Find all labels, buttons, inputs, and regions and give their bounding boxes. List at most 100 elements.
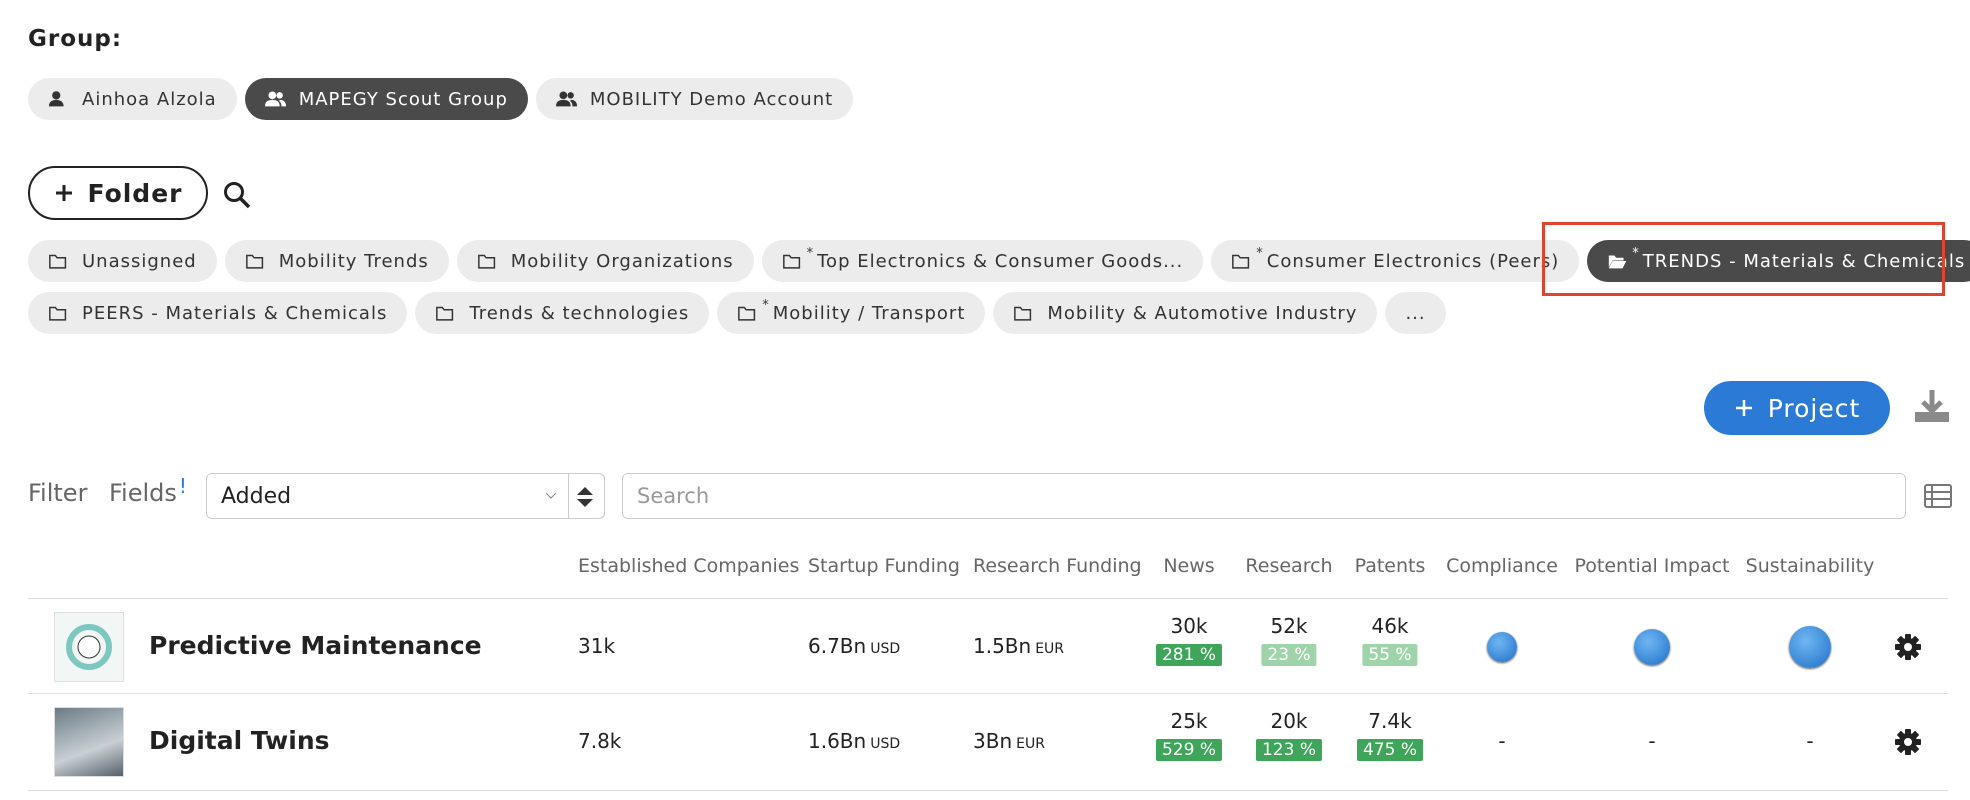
folder-label: Mobility Trends — [278, 250, 429, 272]
chevron — [545, 492, 557, 499]
column-header: Potential Impact — [1574, 555, 1730, 577]
folder-label: ... — [1405, 302, 1426, 324]
folder-pill[interactable]: Mobility Trends — [224, 240, 449, 282]
funding-value: 1.6Bn — [808, 729, 867, 753]
group-heading: Group: — [28, 26, 123, 52]
search-placeholder: Search — [637, 484, 710, 508]
star-marker: * — [1632, 245, 1640, 261]
folder-icon — [436, 306, 454, 321]
funding-value: 1.5Bn — [973, 634, 1032, 658]
funding-unit: EUR — [1035, 641, 1065, 657]
funding-cell: 1.5Bn EUR — [973, 634, 1064, 658]
folder-label: Mobility Organizations — [510, 250, 734, 272]
folder-pill[interactable]: ... — [1385, 292, 1446, 334]
folder-label: Unassigned — [82, 250, 197, 272]
thumbnail — [54, 612, 124, 682]
funding-unit: USD — [870, 736, 901, 752]
column-header: News — [1163, 555, 1215, 577]
folder-pill[interactable]: Unassigned — [28, 240, 217, 282]
funding-unit: USD — [870, 641, 901, 657]
fields-label[interactable]: Fields! — [109, 474, 187, 507]
row-divider — [28, 598, 1948, 599]
project-name[interactable]: Predictive Maintenance — [149, 631, 482, 660]
folder-pill[interactable]: * Consumer Electronics (Peers) — [1211, 240, 1580, 282]
sort-value: Added — [221, 483, 292, 509]
folder-label: Top Electronics & Consumer Goods... — [817, 250, 1184, 272]
group-label: Ainhoa Alzola — [82, 88, 217, 110]
rating-empty: - — [1498, 729, 1506, 753]
funding-cell: 1.6Bn USD — [808, 729, 900, 753]
folder-icon — [49, 306, 67, 321]
metric-cell: 46k 55 % — [1362, 614, 1418, 666]
folder-pill[interactable]: * TRENDS - Materials & Chemicals — [1587, 240, 1970, 282]
add-project-button[interactable]: Project — [1704, 381, 1890, 435]
settings-icon[interactable] — [1894, 633, 1922, 661]
folder-pill[interactable]: * Mobility / Transport — [717, 292, 986, 334]
settings-icon[interactable] — [1894, 728, 1922, 756]
group-pill[interactable]: MAPEGY Scout Group — [244, 78, 528, 120]
column-header: Patents — [1354, 555, 1426, 577]
search-icon[interactable] — [222, 180, 252, 210]
column-header: Established Companies — [578, 555, 800, 577]
metric-cell: 7.4k 475 % — [1356, 709, 1424, 761]
metric-value: 46k — [1371, 614, 1409, 638]
folder-icon — [49, 254, 67, 269]
sort-select[interactable]: Added — [206, 473, 605, 519]
change-badge: 123 % — [1255, 739, 1323, 761]
row-divider — [28, 693, 1948, 694]
folder-icon — [782, 254, 800, 269]
folder-row: Unassigned Mobility Trends Mobility Organi… — [28, 240, 1970, 282]
list-view-icon[interactable] — [1924, 484, 1952, 508]
column-header: Sustainability — [1745, 555, 1875, 577]
metric-value: 20k — [1270, 709, 1308, 733]
metric-value: 7.4k — [1368, 709, 1412, 733]
search-input[interactable]: Search — [622, 473, 1906, 519]
group-label: MOBILITY Demo Account — [589, 88, 834, 110]
funding-unit: EUR — [1016, 736, 1045, 752]
change-badge: 55 % — [1362, 644, 1418, 666]
folder-icon — [245, 254, 263, 269]
plus-icon — [55, 185, 72, 201]
folder-row: PEERS - Materials & Chemicals Trends & te… — [28, 292, 1446, 334]
funding-cell: 6.7Bn USD — [808, 634, 900, 658]
folder-label: TRENDS - Materials & Chemicals — [1642, 250, 1966, 272]
add-project-label: Project — [1767, 393, 1861, 423]
group-pill[interactable]: Ainhoa Alzola — [28, 78, 237, 120]
fields-text: Fields — [109, 479, 177, 507]
project-name[interactable]: Digital Twins — [149, 726, 330, 755]
plus-icon — [1735, 400, 1752, 416]
folder-pill[interactable]: * Top Electronics & Consumer Goods... — [761, 240, 1204, 282]
folder-label: Consumer Electronics (Peers) — [1266, 250, 1560, 272]
change-badge: 529 % — [1155, 739, 1223, 761]
folder-icon — [477, 254, 495, 269]
cell-value: 31k — [578, 634, 616, 658]
star-marker: * — [762, 297, 770, 313]
rating-empty: - — [1806, 729, 1814, 753]
filter-label[interactable]: Filter — [28, 479, 88, 507]
column-header: Research — [1245, 555, 1333, 577]
metric-value: 52k — [1270, 614, 1308, 638]
folder-pill[interactable]: PEERS - Materials & Chemicals — [28, 292, 408, 334]
funding-value: 3Bn — [973, 729, 1013, 753]
folder-icon — [1014, 306, 1032, 321]
fields-marker: ! — [178, 474, 187, 498]
folder-label: Mobility / Transport — [772, 302, 966, 324]
sort-order-icon[interactable] — [575, 485, 595, 509]
highlight-box — [1542, 222, 1945, 296]
star-marker: * — [806, 245, 815, 261]
folder-pill[interactable]: Trends & technologies — [415, 292, 710, 334]
user-icon — [48, 91, 64, 107]
download-icon[interactable] — [1912, 388, 1952, 426]
folder-pill[interactable]: Mobility Organizations — [456, 240, 754, 282]
funding-cell: 3Bn EUR — [973, 729, 1045, 753]
group-list: Ainhoa Alzola MAPEGY Scout Group MOBILITY … — [28, 78, 854, 120]
folder-icon — [738, 306, 756, 321]
add-folder-button[interactable]: Folder — [28, 166, 208, 220]
folder-pill[interactable]: Mobility & Automotive Industry — [993, 292, 1378, 334]
row-divider — [28, 790, 1948, 791]
metric-cell: 20k 123 % — [1255, 709, 1323, 761]
group-pill[interactable]: MOBILITY Demo Account — [535, 78, 854, 120]
change-badge: 475 % — [1356, 739, 1424, 761]
cell-value: 7.8k — [578, 729, 622, 753]
